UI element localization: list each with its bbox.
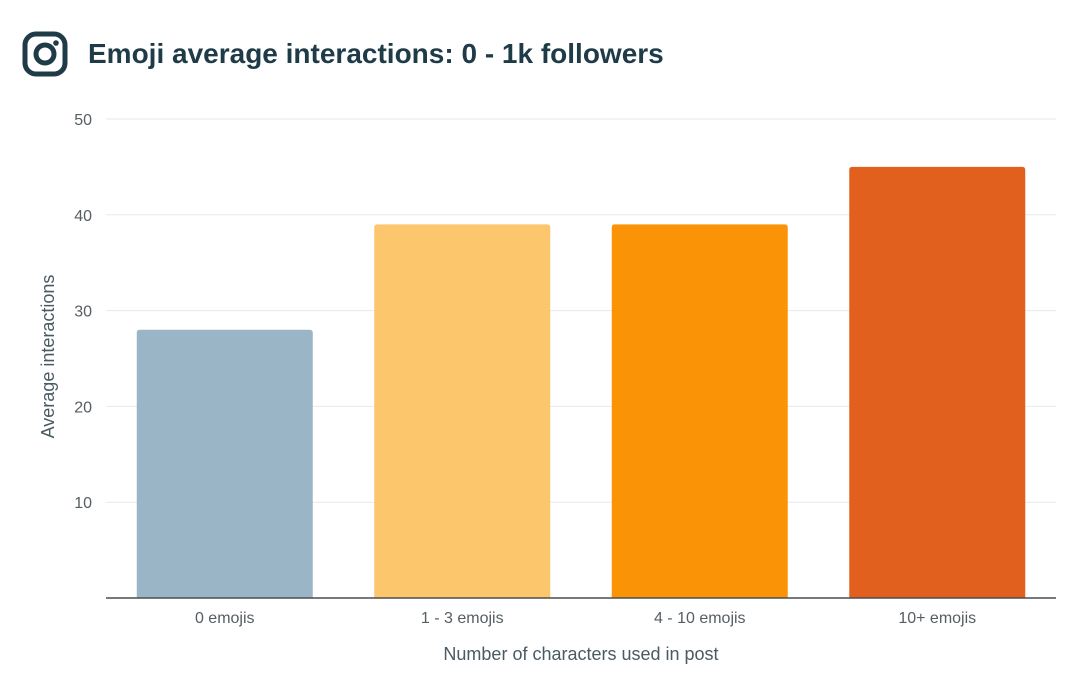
y-axis-ticks: 10 20 30 40 50 <box>74 112 92 512</box>
y-tick-label: 50 <box>74 112 92 129</box>
y-tick-label: 40 <box>74 208 92 225</box>
y-tick-label: 30 <box>74 304 92 321</box>
y-tick-label: 20 <box>74 399 92 416</box>
x-tick-label: 1 - 3 emojis <box>421 610 504 627</box>
bars <box>136 166 1026 598</box>
x-axis-ticks: 0 emojis 1 - 3 emojis 4 - 10 emojis 10+ emo… <box>195 610 976 627</box>
bar <box>849 166 1026 598</box>
y-axis-title: Average interactions <box>38 275 58 439</box>
chart-header: Emoji average interactions: 0 - 1k follo… <box>22 30 664 78</box>
instagram-icon <box>22 31 68 77</box>
bar <box>374 224 551 598</box>
x-tick-label: 0 emojis <box>195 610 255 627</box>
bar <box>136 329 313 598</box>
x-tick-label: 10+ emojis <box>898 610 976 627</box>
y-tick-label: 10 <box>74 495 92 512</box>
x-tick-label: 4 - 10 emojis <box>654 610 746 627</box>
chart-title: Emoji average interactions: 0 - 1k follo… <box>88 38 664 69</box>
bar <box>611 224 788 598</box>
x-axis-title: Number of characters used in post <box>443 644 718 664</box>
